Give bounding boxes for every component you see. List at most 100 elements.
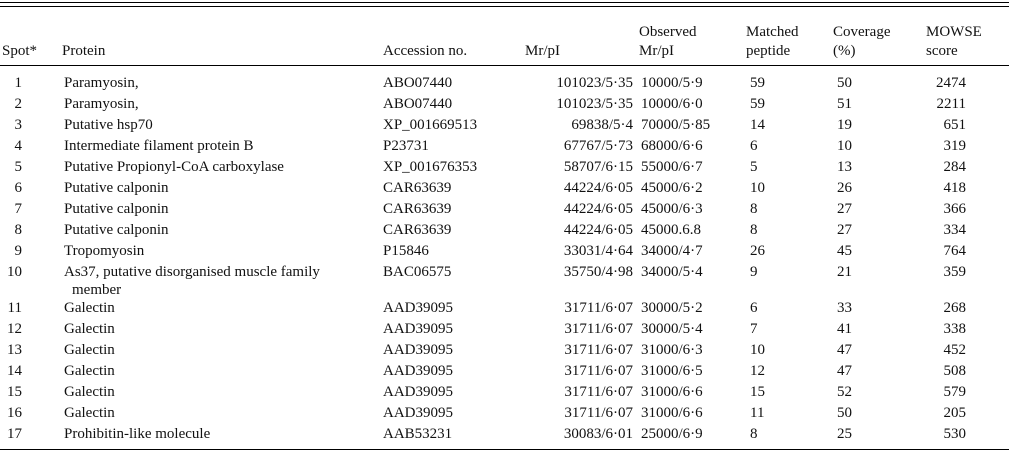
column-header: Mr/pI [523,9,637,66]
table-cell: 10 [7,264,22,280]
table-cell: 2211 [936,96,966,112]
header-line: Protein [62,43,106,59]
table-cell: 11 [7,300,22,316]
table-cell: 45000/6·3 [641,201,703,217]
table-cell: 13 [837,159,852,175]
table-cell: 319 [943,138,967,154]
table-cell: P15846 [383,243,429,259]
header-line: Accession no. [383,43,468,59]
table-cell: 14 [750,117,765,133]
table-cell: 12 [750,363,765,379]
table-row: 9 Tropomyosin P15846 33031/4·64 34000/4·7 26 4… [0,242,1009,263]
table-row: 10 As37, putative disorganised muscle fam… [0,263,1009,299]
header-line: (%) [833,43,856,59]
table-cell: AAB53231 [381,425,523,450]
table-cell: 27 [837,222,852,238]
table-row: 7 Putative calponin CAR63639 44224/6·05 4500… [0,200,1009,221]
table-row: 1 Paramyosin, ABO07440 101023/5·35 10000/5·9… [0,66,1009,96]
table-cell: 8 [750,222,758,238]
table-cell: ABO07440 [383,96,453,112]
table-cell: Paramyosin, [64,96,139,112]
table-cell: AAD39095 [383,384,453,400]
table-cell: AAD39095 [383,300,453,316]
table-cell: 25 [831,425,924,450]
table-cell: 15 [7,384,22,400]
header-line: Spot* [2,43,38,59]
table-cell: Galectin [64,384,115,400]
table-cell: Putative Propionyl-CoA carboxylase [64,159,284,175]
table-row: 5 Putative Propionyl-CoA carboxylase XP_00… [0,158,1009,179]
table-cell: 5 [14,159,23,175]
table-cell: 47 [837,363,852,379]
header-line: Coverage [833,24,891,40]
table-cell: 30083/6·01 [523,425,637,450]
table-row: 2 Paramyosin, ABO07440 101023/5·35 10000/6·0… [0,95,1009,116]
table-cell: 7 [750,321,758,337]
table-cell: Galectin [64,300,115,316]
table-cell: CAR63639 [383,180,452,196]
table-cell: 508 [943,363,967,379]
table-cell: Putative calponin [64,201,169,217]
table-cell: 2 [14,96,23,112]
table-cell: 31711/6·07 [564,321,633,337]
header-line: Matched [746,24,799,40]
table-cell: 52 [837,384,852,400]
table-cell: XP_001676353 [383,159,478,175]
table-cell: Intermediate filament protein B [64,138,254,154]
table-cell: 34000/5·4 [641,264,703,280]
table-cell: 59 [750,75,765,91]
table-cell: 33031/4·64 [563,243,633,259]
header-line: peptide [746,43,791,59]
table-cell: 13 [7,342,22,358]
column-header: Matched peptide [744,9,831,66]
table-cell: 44224/6·05 [563,222,633,238]
table-cell: AAD39095 [383,342,453,358]
table-cell: Tropomyosin [64,243,145,259]
table-cell: 31000/6·5 [641,363,703,379]
table-row: 17 Prohibitin-like molecule AAB53231 30083/… [0,425,1009,450]
table-cell: 31711/6·07 [564,405,633,421]
table-cell: 31711/6·07 [564,300,633,316]
header-line: MOWSE [926,24,982,40]
table-cell: 69838/5·4 [571,117,633,133]
table-cell: 16 [7,405,22,421]
table-cell: 67767/5·73 [563,138,633,154]
table-cell: Paramyosin, [64,75,139,91]
table-cell: Galectin [64,321,115,337]
table-cell: 70000/5·85 [641,117,711,133]
table-cell: 7 [14,201,23,217]
table-cell: As37, putative disorganised muscle famil… [64,264,320,298]
table-cell: 452 [943,342,967,358]
table-cell: 30000/5·4 [641,321,703,337]
table-cell: 27 [837,201,852,217]
table-cell: Galectin [64,363,115,379]
table-cell: 21 [837,264,852,280]
header-line: score [926,43,958,59]
table-cell: 3 [14,117,23,133]
table-cell: 1 [14,75,23,91]
table-body: 1 Paramyosin, ABO07440 101023/5·35 10000/5·9… [0,66,1009,450]
table-row: 4 Intermediate filament protein B P23731 67… [0,137,1009,158]
table-cell: 44224/6·05 [563,201,633,217]
table-cell: AAD39095 [383,405,453,421]
table-cell: 45 [837,243,852,259]
table-cell: Putative calponin [64,222,169,238]
column-header: Observed Mr/pI [637,9,744,66]
table-cell: 579 [943,384,967,400]
table-cell: 31000/6·6 [641,384,703,400]
table-cell: 10 [837,138,852,154]
table-cell: 17 [0,425,60,450]
table-cell: 764 [943,243,967,259]
table-cell: 101023/5·35 [556,75,633,91]
table-cell: 15 [750,384,765,400]
data-table: Spot* Protein Accession no. Mr/pI Observed Mr… [0,9,1009,450]
table-cell: 26 [837,180,852,196]
table-cell: 284 [943,159,967,175]
table-cell: 530 [924,425,1009,450]
table-cell: 19 [837,117,852,133]
table-cell: 25000/6·9 [637,425,744,450]
header-line: Mr/pI [639,43,674,59]
table-row: 16 Galectin AAD39095 31711/6·07 31000/6·6 11 5… [0,404,1009,425]
column-header: Coverage (%) [831,9,924,66]
table-cell: Galectin [64,405,115,421]
